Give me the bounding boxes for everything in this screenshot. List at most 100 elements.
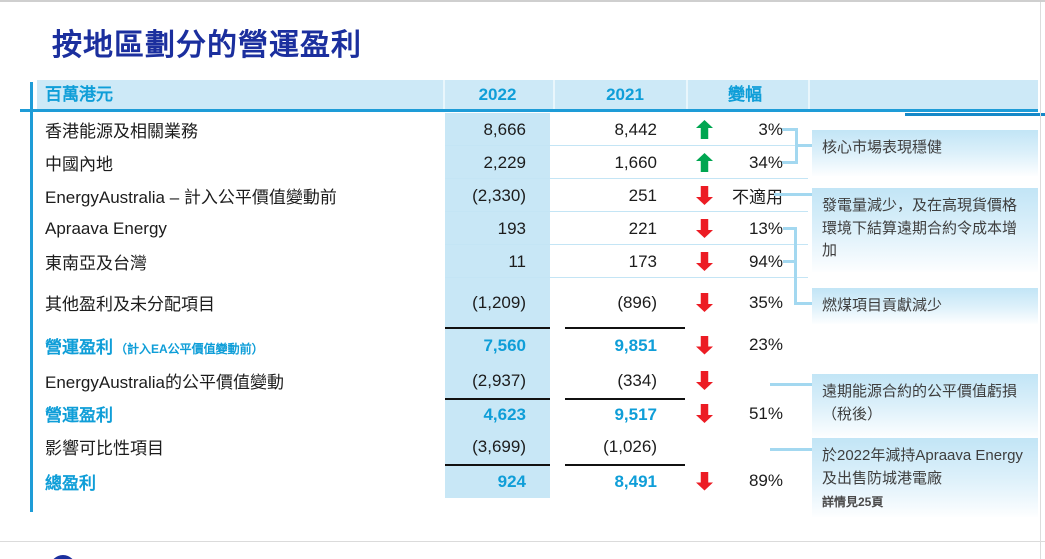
footer-divider (0, 541, 1045, 542)
annotation-note: 詳情見25頁 (822, 495, 884, 509)
change-value: 94% (748, 251, 783, 271)
header-separator (686, 80, 688, 109)
down-arrow-icon (696, 219, 713, 238)
change-value: 34% (748, 152, 783, 172)
table-row: 影響可比性項目 (3,699) (1,026) (37, 429, 808, 464)
row-label: 東南亞及台灣 (45, 254, 147, 273)
row-label: 營運盈利 (45, 406, 113, 425)
row-label: EnergyAustralia的公平價值變動 (45, 373, 285, 392)
change-value: 89% (748, 471, 783, 490)
value-2022: 11 (508, 251, 526, 271)
change-value: 13% (748, 218, 783, 238)
table-row: EnergyAustralia – 計入公平價值變動前 (2,330) 251 不適用 (37, 179, 808, 212)
change-cell: 89% (685, 471, 808, 491)
page-title: 按地區劃分的營運盈利 (52, 29, 362, 62)
value-2022: (3,699) (472, 436, 526, 456)
value-2022: 193 (497, 218, 526, 238)
value-2021: 8,491 (565, 464, 685, 498)
value-2022: 7,560 (445, 327, 550, 363)
down-arrow-icon (696, 252, 713, 271)
annotation-text: 發電量減少，及在高現貨價格環境下結算遠期合約令成本增加 (822, 197, 1018, 259)
value-2022: 2,229 (483, 152, 526, 172)
annotation-box: 遠期能源合約的公平價值虧損（稅後） (812, 374, 1038, 438)
table-row: 中國內地 2,229 1,660 34% (37, 146, 808, 179)
value-2022: 924 (445, 464, 550, 498)
value-2021: 9,517 (565, 398, 685, 429)
change-cell: 34% (685, 153, 808, 173)
annotation-text: 核心市場表現穩健 (822, 139, 943, 156)
connector-line (774, 193, 812, 196)
column-header-2021: 2021 (606, 85, 644, 104)
table-body: 香港能源及相關業務 8,666 8,442 3% 中國內地 2,229 1,660 34% En… (37, 113, 808, 498)
change-value: 3% (758, 119, 783, 139)
table-row: Apraava Energy 193 221 13% (37, 212, 808, 245)
value-2021: 221 (628, 218, 657, 238)
down-arrow-icon (696, 335, 713, 355)
value-2021: 173 (628, 251, 657, 271)
table-row: 營運盈利 （計入EA公平價值變動前） 7,560 9,851 23% (37, 327, 808, 363)
annotation-text: 燃煤項目貢獻減少 (822, 297, 943, 314)
connector-line (783, 260, 797, 263)
table-row: 營運盈利 4,623 9,517 51% (37, 398, 808, 429)
row-label: 中國內地 (45, 155, 113, 174)
annotation-box: 核心市場表現穩健 (812, 130, 1038, 176)
down-arrow-icon (696, 186, 713, 205)
connector-line (794, 302, 812, 305)
connector-line (770, 448, 812, 451)
value-2022: (1,209) (472, 292, 526, 312)
value-2022: 8,666 (483, 119, 526, 139)
value-2022: (2,330) (472, 185, 526, 205)
connector-line (782, 161, 798, 164)
down-arrow-icon (696, 293, 713, 312)
row-label: 營運盈利 （計入EA公平價值變動前） (45, 337, 264, 357)
connector-line (795, 144, 812, 147)
connector-line (782, 128, 798, 131)
page-number-bubble (50, 555, 76, 559)
down-arrow-icon (696, 471, 713, 491)
up-arrow-icon (696, 120, 713, 139)
annotation-box: 發電量減少，及在高現貨價格環境下結算遠期合約令成本增加 (812, 188, 1038, 272)
header-underline-dark (905, 113, 1045, 116)
change-cell: 23% (685, 335, 808, 355)
table-row: 總盈利 924 8,491 89% (37, 464, 808, 498)
down-arrow-icon (696, 404, 713, 423)
column-header-2022: 2022 (478, 85, 517, 104)
connector-line (783, 227, 797, 230)
table-row: 香港能源及相關業務 8,666 8,442 3% (37, 113, 808, 146)
value-2021: 8,442 (614, 119, 657, 139)
value-2021: (334) (617, 370, 657, 390)
value-2021: 251 (628, 185, 657, 205)
table-row: EnergyAustralia的公平價值變動 (2,937) (334) (37, 363, 808, 398)
change-value: 不適用 (732, 188, 783, 207)
change-cell (685, 437, 808, 456)
column-header-unit: 百萬港元 (45, 85, 113, 104)
change-value: 51% (748, 403, 783, 423)
change-value: 35% (748, 292, 783, 312)
change-cell: 不適用 (685, 183, 808, 208)
connector-line (794, 227, 797, 305)
row-label: 香港能源及相關業務 (45, 122, 198, 141)
change-cell: 35% (685, 293, 808, 313)
header-separator (553, 80, 555, 109)
value-2022: (2,937) (472, 370, 526, 390)
header-separator (808, 80, 810, 109)
row-label: Apraava Energy (45, 218, 167, 238)
table-row: 其他盈利及未分配項目 (1,209) (896) 35% (37, 278, 808, 327)
down-arrow-icon (696, 371, 713, 390)
change-cell: 51% (685, 404, 808, 424)
up-arrow-icon (696, 153, 713, 172)
value-2021: 9,851 (565, 327, 685, 363)
annotation-text: 遠期能源合約的公平價值虧損（稅後） (822, 383, 1018, 423)
annotation-box: 燃煤項目貢獻減少 (812, 288, 1038, 324)
change-value: 23% (748, 335, 783, 354)
change-cell (685, 371, 808, 390)
connector-line (770, 383, 812, 386)
header-separator (443, 80, 445, 109)
left-accent-bar (30, 82, 33, 512)
column-header-change: 變幅 (728, 85, 762, 104)
column-2022-highlight (445, 113, 550, 498)
table-row: 東南亞及台灣 11 173 94% (37, 245, 808, 278)
value-2021: (896) (617, 292, 657, 312)
row-label: 總盈利 (45, 473, 96, 493)
